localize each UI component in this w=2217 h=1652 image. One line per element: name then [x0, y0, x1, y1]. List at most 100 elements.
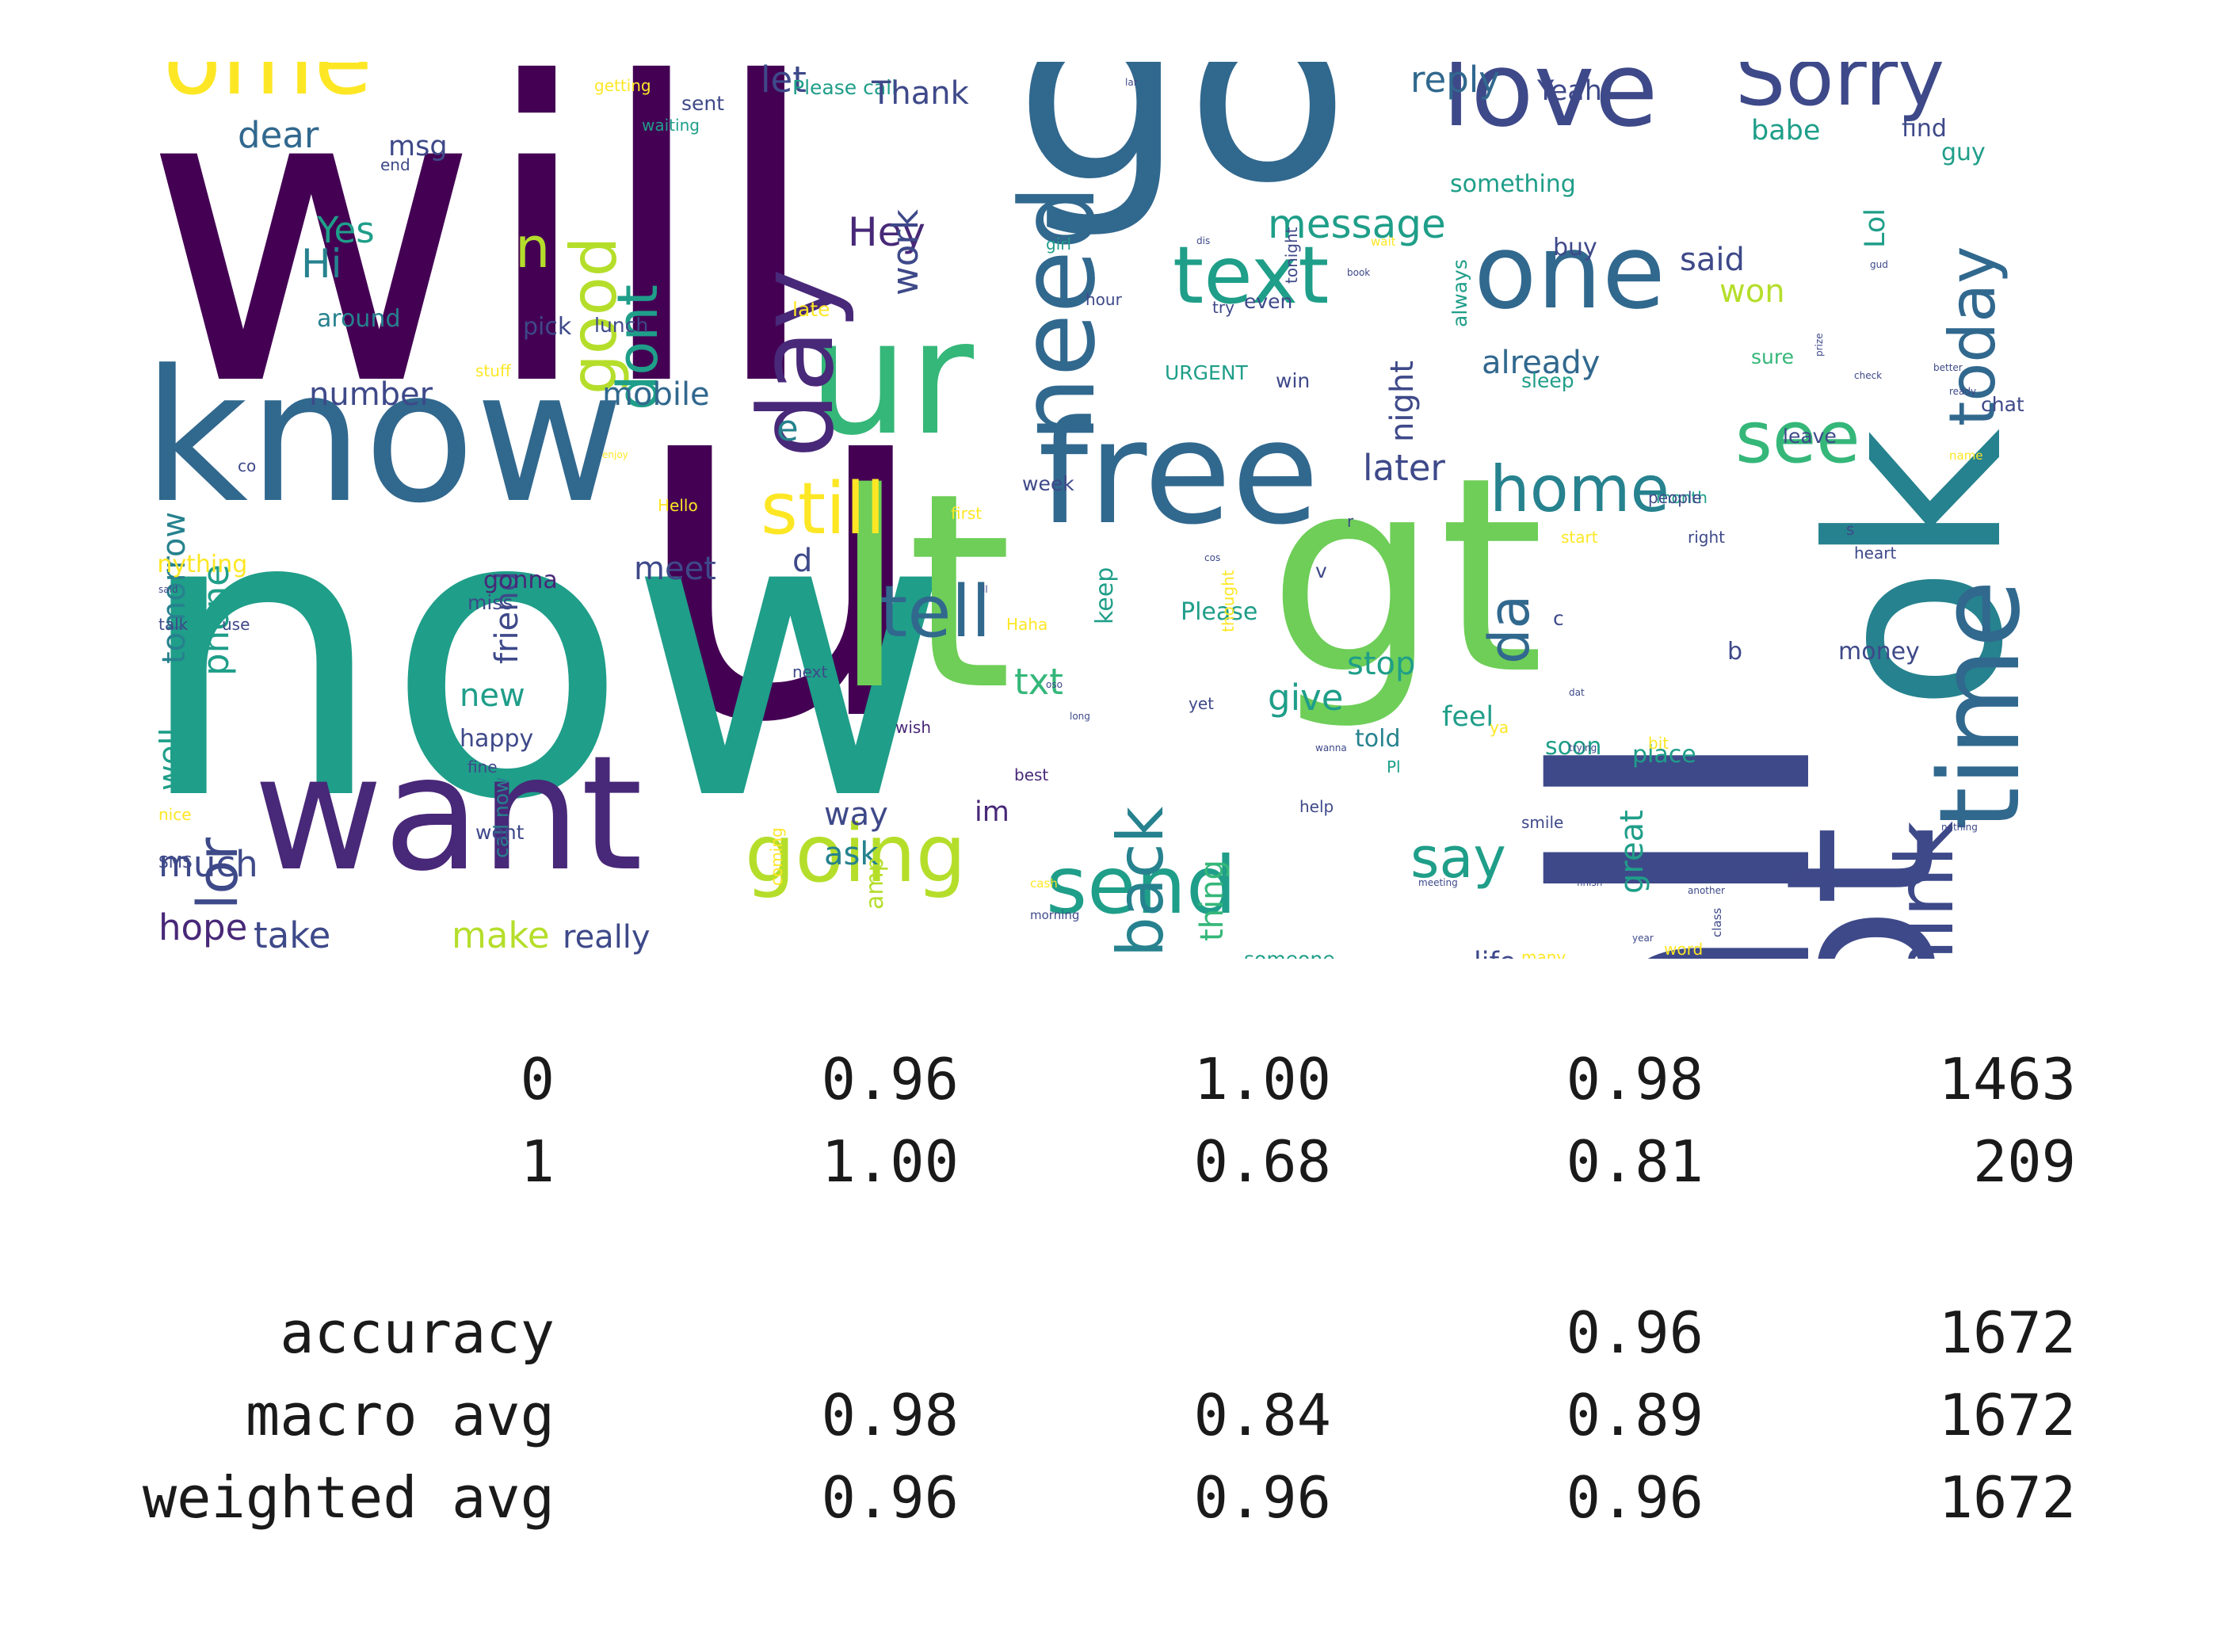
word-cloud-word: Hey: [848, 209, 925, 255]
word-cloud-word: dear: [238, 114, 319, 156]
word-cloud-word: Please: [1181, 598, 1258, 626]
support-value: 1672: [1938, 1382, 2076, 1448]
word-cloud-word: win: [1276, 369, 1311, 392]
word-cloud-word: gonna: [483, 567, 558, 594]
word-cloud-word: SMS: [158, 853, 193, 872]
recall-value: 0.84: [1193, 1382, 1331, 1448]
recall-value: 0.68: [1193, 1128, 1331, 1195]
word-cloud-word: da: [1477, 594, 1542, 664]
word-cloud-word: take: [254, 914, 331, 956]
word-cloud-word: ready: [1949, 386, 1977, 397]
word-cloud-word: call now: [490, 776, 513, 859]
word-cloud-word: people: [1648, 488, 1702, 507]
precision-value: 1.00: [821, 1128, 959, 1195]
word-cloud-word: year: [1632, 933, 1654, 944]
word-cloud-word: dis: [1196, 235, 1211, 246]
word-cloud-word: Hi: [301, 241, 342, 287]
support-value: 209: [1972, 1128, 2076, 1195]
word-cloud-word: gt: [1268, 420, 1545, 734]
word-cloud-word: ll: [983, 584, 988, 595]
word-cloud-word: message: [1268, 201, 1446, 247]
word-cloud-word: love: [1442, 62, 1658, 150]
word-cloud-word: late: [792, 298, 830, 321]
word-cloud-word: ya: [1490, 718, 1509, 737]
word-cloud-word: prize: [1814, 333, 1825, 357]
support-value: 1463: [1938, 1046, 2076, 1112]
word-cloud-word: leave: [1783, 425, 1837, 448]
word-cloud-word: another: [1688, 885, 1725, 896]
word-cloud-word: now: [158, 425, 952, 887]
word-cloud-word: first: [951, 504, 983, 523]
word-cloud-word: week: [1022, 472, 1074, 495]
f1-score-value: 0.89: [1566, 1382, 1704, 1448]
word-cloud-word: end: [380, 155, 410, 174]
row-label: macro avg: [245, 1382, 555, 1448]
word-cloud-word: amp: [861, 857, 889, 910]
word-cloud-word: pick: [523, 313, 572, 341]
word-cloud-word: place: [1632, 741, 1696, 769]
word-cloud-word: URGENT: [1165, 361, 1248, 384]
row-label: 0: [520, 1046, 555, 1112]
word-cloud-word: many: [1521, 948, 1566, 959]
word-cloud-word: think: [1879, 821, 1971, 959]
word-cloud-word: try: [1212, 298, 1234, 317]
word-cloud-word: d: [792, 543, 813, 579]
report-row-macro-avg: macro avg 0.98 0.84 0.89 1672: [0, 1374, 2217, 1456]
word-cloud-word: Yeah: [1537, 75, 1602, 107]
report-row-weighted-avg: weighted avg 0.96 0.96 0.96 1672: [0, 1456, 2217, 1539]
word-cloud-word: help: [1299, 797, 1334, 816]
word-cloud-word: someone: [1244, 949, 1335, 959]
word-cloud-word: bit: [1648, 734, 1669, 753]
word-cloud-word: thought: [1219, 570, 1238, 632]
word-cloud-word: r: [1347, 512, 1354, 531]
word-cloud-word: wish: [895, 718, 932, 737]
word-cloud-word: Hello: [658, 496, 698, 515]
word-cloud-word: reply: [1410, 62, 1500, 101]
word-cloud-word: u: [626, 259, 937, 830]
word-cloud-word: problem: [1791, 869, 1830, 880]
word-cloud-word: number: [309, 376, 433, 413]
word-cloud-word: really: [563, 919, 651, 956]
word-cloud-word: soon: [1545, 733, 1602, 761]
word-cloud-word: fine: [467, 757, 498, 776]
word-cloud-word: word: [1664, 940, 1704, 959]
word-cloud-word: go: [1014, 62, 1350, 242]
word-cloud-word: way: [824, 796, 888, 833]
word-cloud-word: nothing: [1941, 822, 1978, 833]
word-cloud-word: co: [238, 456, 257, 475]
word-cloud-word: told: [1355, 725, 1401, 753]
word-cloud-word: wanna: [1315, 742, 1347, 754]
word-cloud-word: heart: [1854, 544, 1897, 563]
word-cloud-word: money: [1838, 638, 1920, 666]
word-cloud-word: babe: [1751, 115, 1821, 147]
word-cloud-word: getting: [594, 76, 651, 95]
word-cloud-word: feel: [1442, 701, 1494, 733]
word-cloud-word: oso: [1046, 679, 1063, 690]
word-cloud-word: girl: [1046, 235, 1072, 254]
word-cloud-word: something: [1450, 170, 1576, 198]
word-cloud-word: nice: [158, 805, 192, 824]
report-row-class-1: 1 1.00 0.68 0.81 209: [0, 1120, 2217, 1203]
word-cloud-word: sure: [1751, 345, 1794, 368]
word-cloud-word: come: [158, 62, 372, 109]
word-cloud-word: book: [1347, 267, 1371, 278]
word-cloud-word: miss: [467, 591, 513, 614]
row-label: 1: [520, 1128, 555, 1195]
word-cloud-word: cash: [1030, 876, 1058, 891]
word-cloud-word: see: [1735, 396, 1860, 479]
word-cloud-word: tonight: [1282, 227, 1301, 284]
word-cloud-word: c: [1553, 607, 1564, 630]
word-cloud-word: won: [1719, 273, 1785, 310]
word-cloud-word: dat: [1569, 687, 1585, 698]
word-cloud-word: msg: [388, 131, 448, 162]
word-cloud-word: txt: [1014, 661, 1063, 703]
word-cloud-word: lar: [1125, 77, 1138, 88]
word-cloud-word: keep: [1091, 567, 1119, 624]
word-cloud-word: need: [998, 185, 1118, 442]
word-cloud-word: right: [1688, 528, 1725, 547]
word-cloud-word: smile: [1521, 813, 1564, 832]
word-cloud-word: next: [792, 662, 828, 681]
word-cloud-word: ur: [808, 286, 974, 471]
word-cloud-word: new: [460, 677, 525, 714]
word-cloud-word: wat: [1284, 957, 1327, 960]
